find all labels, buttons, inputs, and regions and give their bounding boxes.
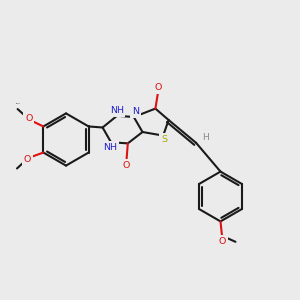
Text: O: O: [123, 161, 130, 170]
Text: NH: NH: [103, 143, 117, 152]
Text: methyl: methyl: [16, 103, 21, 104]
Text: O: O: [219, 237, 226, 246]
Text: NH: NH: [110, 106, 124, 115]
Text: S: S: [161, 135, 167, 144]
Text: O: O: [154, 83, 162, 92]
Text: N: N: [132, 107, 139, 116]
Text: H: H: [202, 133, 208, 142]
Text: O: O: [25, 113, 32, 122]
Text: O: O: [24, 155, 31, 164]
